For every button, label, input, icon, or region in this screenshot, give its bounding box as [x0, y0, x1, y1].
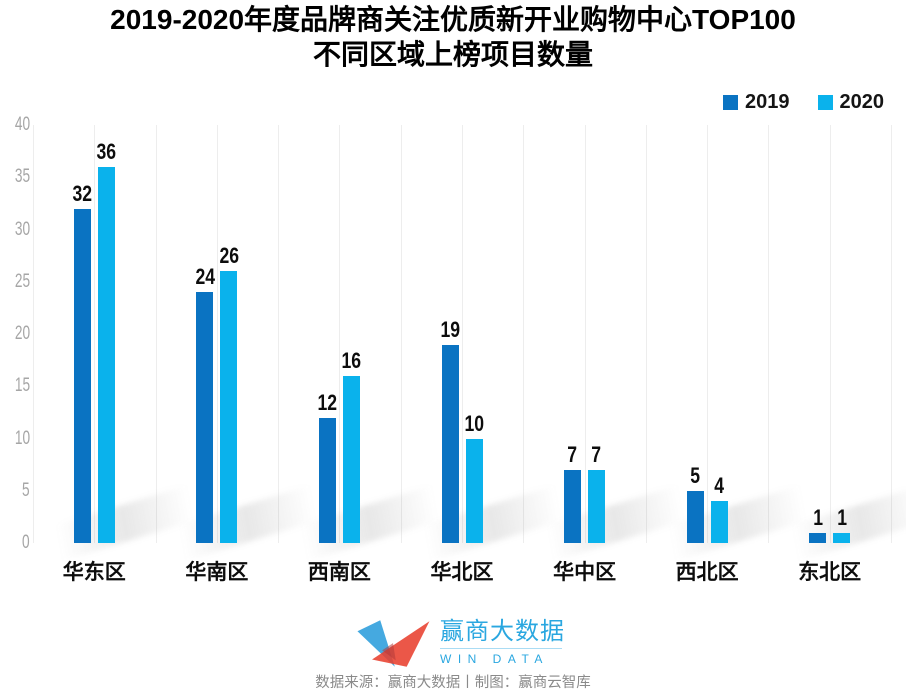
gridline — [829, 125, 831, 543]
chart-title-line1: 2019-2020年度品牌商关注优质新开业购物中心TOP100 — [110, 4, 796, 35]
y-tick-label: 20 — [14, 323, 30, 344]
x-category-label: 华北区 — [430, 561, 494, 584]
y-tick-label: 40 — [14, 114, 30, 135]
bar-value-label: 12 — [317, 389, 338, 415]
gridline — [707, 125, 709, 543]
bar-value-label: 24 — [195, 264, 215, 290]
gridline — [645, 125, 647, 543]
bar-value-label: 36 — [96, 138, 117, 164]
x-category-label: 西南区 — [307, 561, 371, 584]
bar-value-label: 7 — [591, 441, 602, 467]
bar-value-label: 26 — [219, 243, 239, 269]
legend-swatch-icon — [817, 95, 833, 110]
y-tick-label: 0 — [22, 532, 30, 553]
gridline — [891, 125, 892, 543]
bar-2019-华东区 — [73, 208, 91, 543]
logo-name: 赢商大数据 — [440, 618, 565, 645]
bar-2019-华南区 — [196, 292, 214, 543]
bar-2019-华中区 — [564, 469, 582, 543]
bar-value-label: 19 — [440, 316, 460, 342]
bar-value-label: 5 — [690, 462, 700, 488]
bar-value-label: 16 — [341, 347, 362, 373]
bar-2020-华北区 — [465, 438, 483, 543]
bar-2020-华东区 — [97, 166, 115, 543]
gridline — [400, 125, 402, 543]
legend-item-2020: 2020 — [817, 91, 885, 114]
x-category-label: 华中区 — [553, 561, 617, 584]
bar-2020-西北区 — [710, 501, 728, 543]
bar-2019-东北区 — [809, 532, 827, 543]
legend: 2019 2020 — [723, 91, 884, 114]
gridline — [339, 125, 341, 543]
y-tick-label: 35 — [14, 166, 30, 188]
bar-2019-西北区 — [686, 490, 704, 543]
bar-value-label: 32 — [72, 180, 93, 206]
x-category-label: 华南区 — [185, 561, 249, 584]
y-tick-label: 30 — [14, 218, 30, 240]
chart-title-line2: 不同区域上榜项目数量 — [312, 39, 593, 70]
y-tick-label: 15 — [14, 375, 30, 397]
legend-swatch-icon — [723, 95, 738, 110]
gridline — [278, 125, 280, 543]
x-category-label: 东北区 — [798, 561, 862, 584]
bar-2019-华北区 — [441, 344, 459, 543]
gridline — [216, 125, 218, 543]
gridline — [33, 125, 34, 543]
bar-value-label: 10 — [464, 410, 484, 436]
bar-value-label: 4 — [714, 473, 724, 499]
legend-label: 2020 — [839, 91, 885, 113]
bar-2020-西南区 — [342, 375, 360, 543]
x-category-label: 西北区 — [675, 561, 739, 584]
bar-2020-华中区 — [588, 469, 606, 543]
bar-value-label: 1 — [812, 504, 823, 530]
bar-value-label: 1 — [836, 504, 847, 530]
bar-2019-西南区 — [318, 417, 336, 543]
gridline — [94, 125, 96, 543]
bar-value-label: 7 — [567, 441, 578, 467]
y-tick-label: 25 — [14, 270, 30, 292]
gridline — [768, 125, 770, 543]
source-caption: 数据来源：赢商大数据丨制图：赢商云智库 — [315, 675, 591, 691]
y-axis: 0 5 10 15 20 25 30 35 40 — [2, 114, 30, 553]
logo-text-block: 赢商大数据 WIN DATA — [440, 618, 565, 666]
bar-2020-东北区 — [833, 532, 851, 543]
legend-item-2019: 2019 — [723, 91, 790, 114]
chart-title: 2019-2020年度品牌商关注优质新开业购物中心TOP100 不同区域上榜项目… — [0, 2, 906, 72]
y-tick-label: 5 — [22, 479, 30, 501]
gridline — [462, 125, 463, 543]
gridline — [155, 125, 157, 543]
y-tick-label: 10 — [14, 427, 30, 449]
legend-label: 2019 — [745, 91, 790, 113]
x-axis: 华东区 华南区 西南区 华北区 华中区 西北区 东北区 — [33, 556, 891, 586]
bar-2020-华南区 — [220, 271, 238, 543]
logo-overlap — [382, 643, 396, 661]
windata-logo-icon — [357, 620, 430, 667]
logo-right-wing — [372, 621, 430, 667]
x-category-label: 华东区 — [62, 561, 126, 584]
gridline — [523, 125, 525, 543]
plot-area: 32 24 12 19 7 5 1 36 26 16 10 7 4 1 — [33, 125, 906, 564]
gridline — [584, 125, 586, 543]
logo-subtitle: WIN DATA — [440, 648, 562, 666]
